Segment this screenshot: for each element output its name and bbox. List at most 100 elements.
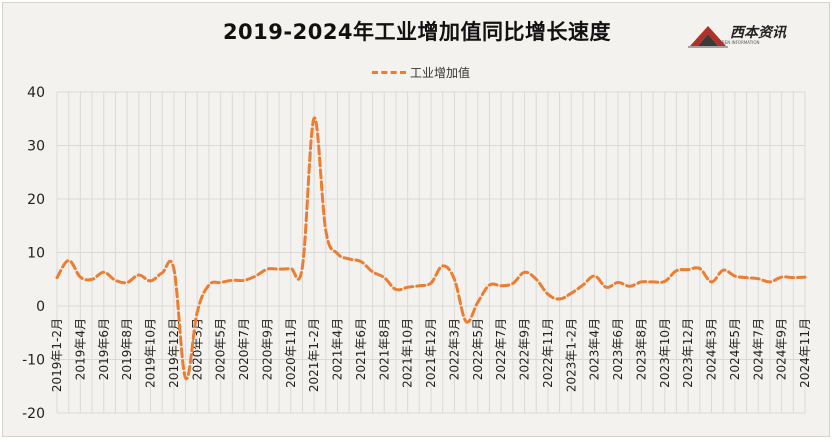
x-tick-label: 2021年8月 [377, 318, 391, 380]
data-point [114, 279, 116, 281]
data-point [652, 281, 654, 283]
y-axis-ticks: -20 -10 0 10 20 30 40 [22, 85, 45, 422]
data-point [430, 282, 432, 284]
data-point [266, 268, 268, 270]
x-tick-label: 2022年11月 [541, 318, 555, 388]
data-point [313, 117, 315, 119]
grid-lines [56, 91, 806, 414]
data-point [196, 311, 198, 313]
x-tick-label: 2022年9月 [518, 318, 532, 380]
chart-title: 2019-2024年工业增加值同比增长速度 [222, 20, 612, 44]
x-tick-label: 2024年7月 [751, 318, 765, 380]
y-tick-label: 0 [36, 299, 45, 315]
data-point [255, 275, 257, 277]
data-point [629, 285, 631, 287]
data-point [500, 285, 502, 287]
x-axis-ticks: 2019年1-2月 2019年4月 2019年6月 2019年8月 2019年10月 20… [50, 318, 812, 392]
x-tick-label: 2019年10月 [144, 318, 158, 388]
x-tick-label: 2022年3月 [447, 318, 461, 380]
x-tick-label: 2020年11月 [284, 318, 298, 388]
data-point [617, 282, 619, 284]
data-point [594, 275, 596, 277]
x-tick-label: 2019年4月 [73, 318, 87, 380]
x-tick-label: 2021年10月 [401, 318, 415, 388]
data-point [103, 271, 105, 273]
x-tick-label: 2021年4月 [331, 318, 345, 380]
data-point [383, 277, 385, 279]
y-tick-label: 10 [27, 246, 45, 262]
data-point [570, 292, 572, 294]
y-tick-label: 20 [27, 192, 45, 208]
data-point [524, 271, 526, 273]
data-point [559, 298, 561, 300]
data-point [91, 278, 93, 280]
data-point [781, 276, 783, 278]
legend[interactable]: 工业增加值 [372, 63, 470, 81]
data-point [664, 280, 666, 282]
data-point [640, 281, 642, 283]
data-point [734, 275, 736, 277]
data-point [442, 265, 444, 267]
chart-frame [2, 2, 830, 437]
data-point [407, 286, 409, 288]
data-point [337, 253, 339, 255]
logo-text: 西本资讯 [730, 25, 786, 41]
data-point [395, 288, 397, 290]
data-point [711, 281, 713, 283]
data-point [173, 268, 175, 270]
data-point [687, 269, 689, 271]
x-tick-label: 2021年12月 [424, 318, 438, 388]
x-tick-label: 2019年12月 [167, 318, 181, 388]
x-tick-label: 2023年4月 [588, 318, 602, 380]
y-tick-label: 40 [27, 85, 45, 101]
x-tick-label: 2023年8月 [634, 318, 648, 380]
data-point [290, 268, 292, 270]
data-point [348, 258, 350, 260]
x-tick-label: 2023年1-2月 [564, 318, 578, 392]
x-tick-label: 2024年5月 [728, 318, 742, 380]
series-layer [55, 116, 807, 381]
x-tick-label: 2021年1-2月 [307, 318, 321, 392]
data-point [220, 282, 222, 284]
data-point [582, 284, 584, 286]
x-tick-label: 2022年5月 [471, 318, 485, 380]
data-point [325, 230, 327, 232]
data-point [792, 277, 794, 279]
data-point [488, 284, 490, 286]
data-point [605, 286, 607, 288]
data-point [465, 321, 467, 323]
x-tick-label: 2023年10月 [658, 318, 672, 388]
series-line [55, 116, 807, 381]
y-tick-label: 30 [27, 139, 45, 155]
x-tick-label: 2023年12月 [681, 318, 695, 388]
data-point [79, 276, 81, 278]
data-point [699, 268, 701, 270]
data-point [360, 261, 362, 263]
data-point [804, 276, 806, 278]
data-point [161, 272, 163, 274]
x-tick-label: 2024年9月 [775, 318, 789, 380]
legend-swatch [372, 70, 406, 74]
x-tick-label: 2024年3月 [705, 318, 719, 380]
data-point [547, 293, 549, 295]
y-tick-label: -20 [22, 406, 45, 422]
data-point [746, 277, 748, 279]
data-point [769, 281, 771, 283]
x-tick-label: 2020年7月 [237, 318, 251, 380]
data-point [535, 278, 537, 280]
y-tick-label: -10 [22, 353, 45, 369]
data-point [231, 279, 233, 281]
data-point [372, 271, 374, 273]
data-point [150, 280, 152, 282]
data-point [185, 377, 187, 379]
x-tick-label: 2023年6月 [611, 318, 625, 380]
data-point [243, 279, 245, 281]
x-tick-label: 2022年7月 [494, 318, 508, 380]
x-tick-label: 2020年9月 [260, 318, 274, 380]
data-point [56, 277, 58, 279]
x-tick-label: 2021年6月 [354, 318, 368, 380]
x-tick-label: 2019年6月 [97, 318, 111, 380]
data-point [138, 274, 140, 276]
x-tick-label: 2020年5月 [214, 318, 228, 380]
